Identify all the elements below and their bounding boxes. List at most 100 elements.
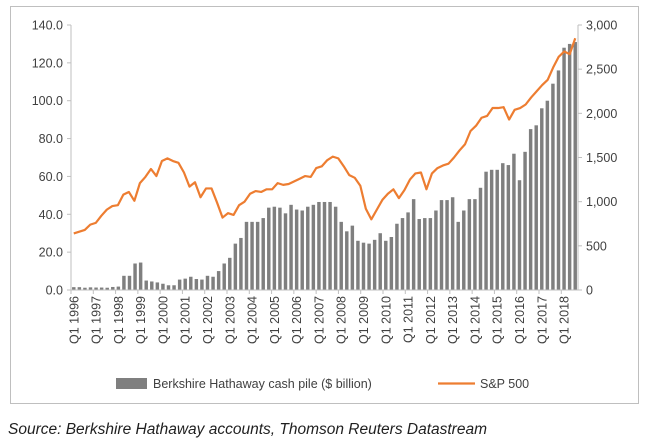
cash-bar [161,283,165,290]
cash-bar [367,243,371,291]
cash-bar [456,221,460,290]
cash-bar [372,239,377,290]
x-tick-label: Q1 2012 [424,296,438,344]
cash-bar [138,262,143,290]
cash-bar [545,100,550,291]
right-tick-label: 3,000 [586,19,617,33]
cash-bar [317,201,321,290]
cash-bar [428,218,433,290]
right-tick-label: 1,000 [586,195,617,209]
cash-bar [567,43,572,291]
legend: Berkshire Hathaway cash pile ($ billion)… [116,377,529,391]
cash-bar [389,237,394,290]
x-tick-label: Q1 2000 [156,296,170,344]
right-tick-label: 2,000 [586,107,617,121]
cash-bar [467,199,472,290]
left-tick-label: 40.0 [39,208,63,222]
cash-bar [551,83,555,291]
x-tick-label: Q1 2018 [558,296,572,344]
x-tick-label: Q1 2002 [201,296,215,344]
legend-label-sp500: S&P 500 [480,377,529,391]
cash-bar [306,206,310,290]
x-tick-label: Q1 2013 [446,296,460,344]
cash-bar [200,279,204,290]
cash-bar [406,212,410,290]
cash-bar [512,153,516,290]
cash-bar [517,180,522,290]
x-tick-label: Q1 2003 [223,296,237,344]
x-tick-label: Q1 2006 [290,296,304,344]
cash-bar [484,171,488,290]
x-tick-label: Q1 2008 [335,296,349,344]
cash-bar [239,237,243,290]
cash-bar [411,199,416,290]
cash-bar [445,200,449,290]
cash-bar [333,206,338,290]
cash-bar [361,242,366,290]
cash-bar [540,108,544,290]
cash-bar [155,282,160,290]
cash-bar [216,271,221,290]
cash-bar [450,197,455,290]
cash-bar [244,221,249,290]
cash-bar [523,151,527,290]
cash-bar [83,287,87,290]
cash-bar [350,225,355,290]
x-tick-label: Q1 1999 [134,296,148,344]
cash-bar [272,206,277,290]
x-axis-ticks: Q1 1996 Q1 1997 Q1 1998 Q1 1999 Q1 2000 Q1 20… [67,290,572,344]
x-tick-label: Q1 1997 [90,296,104,344]
cash-bar [94,287,98,290]
cash-bar [211,276,215,290]
left-tick-label: 0.0 [46,284,63,298]
cash-bar [506,165,511,290]
cash-bar [439,200,444,290]
right-axis-ticks: 0 500 1,000 1,500 2,000 2,500 3,000 [578,19,617,298]
cash-bar [77,287,82,290]
cash-bar [311,204,316,290]
right-tick-label: 500 [586,239,607,253]
cash-bar [473,199,477,290]
left-tick-label: 140.0 [32,19,63,33]
cash-bar [150,281,154,290]
cash-bar [127,275,132,290]
cash-bar [423,218,427,290]
cash-bar [384,240,388,290]
cash-bar [166,285,171,290]
cash-bar [378,233,382,290]
right-tick-label: 1,500 [586,151,617,165]
cash-bar [534,125,538,290]
left-axis-ticks: 0.0 20.0 40.0 60.0 80.0 100.0 120.0 140.0 [32,19,71,298]
x-tick-label: Q1 2004 [246,296,260,344]
cash-bar [189,276,193,290]
x-tick-label: Q1 2014 [468,296,482,344]
cash-bar [278,207,282,290]
cash-bar [556,70,561,291]
x-tick-label: Q1 2010 [379,296,393,344]
cash-bar [88,287,93,290]
left-tick-label: 120.0 [32,56,63,70]
cash-bar [283,213,288,290]
cash-pile-bars [72,42,577,291]
cash-bar [205,275,210,290]
cash-bar [345,231,349,290]
x-tick-label: Q1 2001 [179,296,193,344]
cash-bar [111,286,115,290]
legend-label-cash-pile: Berkshire Hathaway cash pile ($ billion) [153,377,372,391]
cash-bar [573,42,577,290]
cash-bar [356,240,360,290]
cash-bar [289,204,293,290]
x-tick-label: Q1 2007 [312,296,326,344]
right-tick-label: 0 [586,284,593,298]
cash-bar [233,243,238,291]
cash-bar [322,201,327,290]
cash-bar [250,221,254,290]
x-tick-label: Q1 2017 [535,296,549,344]
cash-bar [255,221,260,290]
cash-bar [105,287,109,290]
cash-bar [194,279,199,290]
cash-bar [400,218,405,290]
cash-bar [228,257,232,290]
cash-bar [328,201,332,290]
source-note: Source: Berkshire Hathaway accounts, Tho… [8,421,487,438]
